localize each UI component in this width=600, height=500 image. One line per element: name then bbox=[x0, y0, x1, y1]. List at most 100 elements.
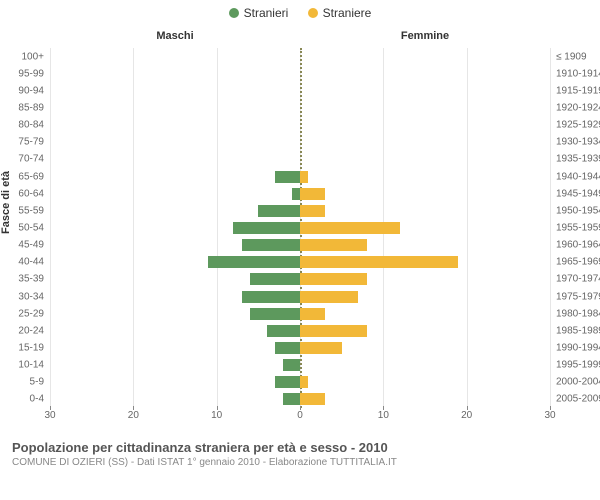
age-label: 95-99 bbox=[0, 68, 44, 79]
x-tick-label: 10 bbox=[378, 410, 389, 421]
chart-subtitle: COMUNE DI OZIERI (SS) - Dati ISTAT 1° ge… bbox=[12, 457, 588, 468]
table-row bbox=[50, 48, 550, 65]
bar-male bbox=[250, 308, 300, 320]
table-row bbox=[50, 168, 550, 185]
age-label: 5-9 bbox=[0, 377, 44, 388]
footer: Popolazione per cittadinanza straniera p… bbox=[12, 440, 588, 468]
bar-female bbox=[300, 376, 308, 388]
bar-male bbox=[258, 205, 300, 217]
bar-male bbox=[283, 359, 300, 371]
birth-year-label: 1965-1969 bbox=[556, 257, 600, 268]
birth-year-label: 1995-1999 bbox=[556, 360, 600, 371]
bar-female bbox=[300, 239, 367, 251]
age-label: 55-59 bbox=[0, 205, 44, 216]
birth-year-label: 1940-1944 bbox=[556, 171, 600, 182]
birth-year-label: 1975-1979 bbox=[556, 291, 600, 302]
birth-year-label: 1925-1929 bbox=[556, 120, 600, 131]
table-row bbox=[50, 202, 550, 219]
bar-female bbox=[300, 273, 367, 285]
y-axis-left-labels: 100+95-9990-9485-8980-8475-7970-7465-696… bbox=[0, 48, 46, 408]
bar-female bbox=[300, 171, 308, 183]
x-tick-label: 20 bbox=[128, 410, 139, 421]
bar-female bbox=[300, 342, 342, 354]
chart-title: Popolazione per cittadinanza straniera p… bbox=[12, 440, 588, 455]
table-row bbox=[50, 322, 550, 339]
legend-swatch-male bbox=[229, 8, 239, 18]
age-label: 15-19 bbox=[0, 343, 44, 354]
birth-year-label: 1985-1989 bbox=[556, 325, 600, 336]
birth-year-label: 2000-2004 bbox=[556, 377, 600, 388]
table-row bbox=[50, 374, 550, 391]
age-label: 75-79 bbox=[0, 137, 44, 148]
bar-male bbox=[275, 342, 300, 354]
plot-area bbox=[50, 48, 550, 408]
table-row bbox=[50, 288, 550, 305]
gender-label-male: Maschi bbox=[50, 30, 300, 42]
table-row bbox=[50, 219, 550, 236]
birth-year-label: 1990-1994 bbox=[556, 343, 600, 354]
birth-year-label: 1915-1919 bbox=[556, 85, 600, 96]
birth-year-label: 1955-1959 bbox=[556, 223, 600, 234]
table-row bbox=[50, 99, 550, 116]
legend-item-male: Stranieri bbox=[229, 6, 289, 20]
age-label: 35-39 bbox=[0, 274, 44, 285]
bar-male bbox=[267, 325, 300, 337]
bar-male bbox=[250, 273, 300, 285]
age-label: 0-4 bbox=[0, 394, 44, 405]
table-row bbox=[50, 117, 550, 134]
birth-year-label: 1935-1939 bbox=[556, 154, 600, 165]
age-label: 40-44 bbox=[0, 257, 44, 268]
bar-female bbox=[300, 222, 400, 234]
table-row bbox=[50, 151, 550, 168]
chart-container: Stranieri Straniere Maschi Femmine Fasce… bbox=[0, 0, 600, 500]
age-label: 65-69 bbox=[0, 171, 44, 182]
age-label: 25-29 bbox=[0, 308, 44, 319]
bar-male bbox=[208, 256, 300, 268]
x-axis: 3020100102030 bbox=[50, 410, 550, 426]
age-label: 90-94 bbox=[0, 85, 44, 96]
birth-year-label: 1920-1924 bbox=[556, 103, 600, 114]
bar-female bbox=[300, 205, 325, 217]
grid-line bbox=[550, 48, 551, 408]
legend-label-female: Straniere bbox=[323, 6, 372, 20]
legend-swatch-female bbox=[308, 8, 318, 18]
gender-label-female: Femmine bbox=[300, 30, 550, 42]
bar-male bbox=[242, 239, 300, 251]
table-row bbox=[50, 305, 550, 322]
birth-year-label: 1930-1934 bbox=[556, 137, 600, 148]
age-label: 100+ bbox=[0, 51, 44, 62]
age-label: 50-54 bbox=[0, 223, 44, 234]
x-tick-label: 0 bbox=[297, 410, 303, 421]
table-row bbox=[50, 339, 550, 356]
birth-year-label: 1910-1914 bbox=[556, 68, 600, 79]
age-label: 70-74 bbox=[0, 154, 44, 165]
x-tick-label: 20 bbox=[461, 410, 472, 421]
bar-female bbox=[300, 256, 458, 268]
bar-female bbox=[300, 188, 325, 200]
table-row bbox=[50, 271, 550, 288]
legend: Stranieri Straniere bbox=[0, 6, 600, 21]
bar-male bbox=[283, 393, 300, 405]
birth-year-label: 1960-1964 bbox=[556, 240, 600, 251]
birth-year-label: 2005-2009 bbox=[556, 394, 600, 405]
bar-female bbox=[300, 291, 358, 303]
table-row bbox=[50, 254, 550, 271]
table-row bbox=[50, 357, 550, 374]
table-row bbox=[50, 134, 550, 151]
birth-year-label: 1950-1954 bbox=[556, 205, 600, 216]
age-label: 20-24 bbox=[0, 325, 44, 336]
table-row bbox=[50, 65, 550, 82]
y-axis-right-labels: ≤ 1909 1910-1914 1915-1919 1920-1924 1925-19… bbox=[554, 48, 600, 408]
table-row bbox=[50, 237, 550, 254]
birth-year-label: ≤ 1909 bbox=[556, 51, 600, 62]
bar-male bbox=[275, 376, 300, 388]
birth-year-label: 1970-1974 bbox=[556, 274, 600, 285]
bar-male bbox=[275, 171, 300, 183]
table-row bbox=[50, 82, 550, 99]
bar-male bbox=[233, 222, 300, 234]
birth-year-label: 1980-1984 bbox=[556, 308, 600, 319]
bar-female bbox=[300, 393, 325, 405]
age-label: 80-84 bbox=[0, 120, 44, 131]
x-tick-label: 10 bbox=[211, 410, 222, 421]
age-label: 45-49 bbox=[0, 240, 44, 251]
